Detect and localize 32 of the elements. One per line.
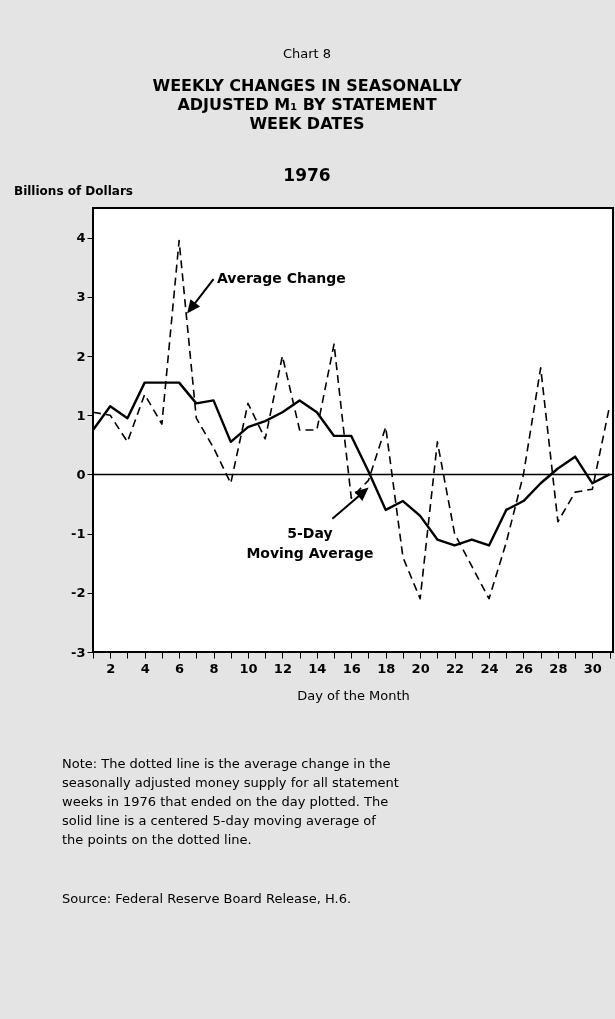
- y-axis-title: Billions of Dollars: [14, 184, 133, 198]
- x-tick-label: 6: [175, 660, 185, 676]
- x-tick-label: 26: [514, 660, 534, 676]
- x-tick-label: 24: [480, 660, 499, 676]
- chart-title: WEEKLY CHANGES IN SEASONALLY ADJUSTED M₁ BY STATEMENT WEEK DATES: [152, 76, 462, 133]
- text: Note: The dotted line is the average change in the seasonally adjusted money supply for all statement weeks in 1976 that ended on the day plotted. The solid line is a centered 5-day moving average of the points on the dotted line.: [62, 756, 399, 847]
- x-tick-label: 16: [342, 660, 361, 676]
- x-tick-label: 28: [549, 660, 568, 676]
- x-tick-label: 12: [273, 660, 292, 676]
- legend-label: 5-Day Moving Average: [246, 524, 374, 561]
- caption: Chart 8: [282, 46, 332, 61]
- y-tick-label: 3: [76, 289, 86, 305]
- y-tick-label: 2: [76, 348, 86, 364]
- x-tick-label: 22: [446, 660, 465, 676]
- x-tick-label: 18: [377, 660, 396, 676]
- x-tick-label: 2: [106, 660, 116, 676]
- chart-subtitle: 1976: [283, 165, 331, 185]
- y-tick-label: 4: [76, 230, 86, 246]
- y-tick-label: 0: [76, 466, 86, 482]
- source-note: Source: Federal Reserve Board Release, H.6.: [62, 891, 352, 906]
- x-axis-title: Day of the Month: [297, 687, 410, 703]
- x-tick-label: 14: [308, 660, 327, 676]
- x-tick-label: 20: [411, 660, 430, 676]
- y-tick-label: 1: [76, 407, 86, 423]
- x-tick-label: 4: [140, 660, 150, 676]
- x-tick-label: 30: [583, 660, 602, 676]
- y-tick-label: -2: [71, 585, 86, 601]
- y-tick-label: -1: [71, 526, 86, 542]
- x-tick-label: 10: [239, 660, 258, 676]
- x-tick-label: 8: [209, 660, 219, 676]
- y-tick-label: -3: [71, 644, 86, 660]
- text: Average Change: [216, 270, 346, 287]
